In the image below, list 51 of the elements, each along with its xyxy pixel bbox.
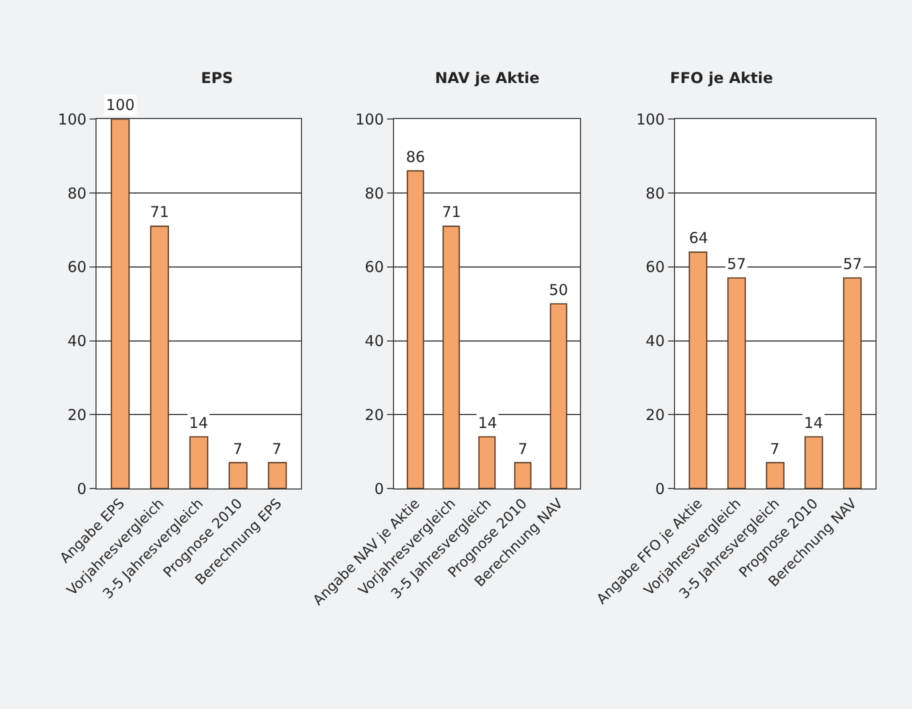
y-tick-label: 80 [67, 184, 87, 202]
data-label: 100 [106, 96, 135, 114]
chart-title: NAV je Aktie [435, 69, 540, 87]
data-label: 7 [272, 440, 282, 458]
y-tick-label: 40 [646, 332, 665, 350]
chart-title: FFO je Aktie [670, 69, 774, 87]
bar [843, 277, 862, 489]
y-tick-label: 0 [374, 480, 384, 498]
data-label: 14 [478, 414, 498, 432]
bar [150, 226, 169, 489]
data-label: 86 [406, 148, 426, 166]
chart-title: EPS [201, 69, 234, 87]
y-tick-label: 100 [58, 110, 87, 128]
y-tick-label: 40 [67, 332, 87, 350]
bar [550, 303, 568, 489]
data-label: 14 [804, 414, 824, 432]
y-tick-label: 100 [636, 110, 665, 128]
y-tick-label: 0 [655, 480, 665, 498]
bar [110, 119, 130, 489]
y-tick-label: 60 [364, 258, 384, 276]
y-tick-label: 0 [77, 480, 87, 498]
data-label: 7 [770, 440, 780, 458]
bar [189, 436, 208, 489]
y-tick-label: 60 [646, 258, 665, 276]
bar [727, 277, 746, 489]
data-label: 50 [549, 281, 568, 299]
y-tick-label: 60 [67, 258, 87, 276]
bar [688, 252, 708, 489]
y-tick-label: 20 [646, 406, 665, 424]
bar [514, 462, 532, 489]
bar [442, 226, 460, 489]
bar [228, 462, 248, 489]
y-tick-label: 40 [364, 332, 384, 350]
y-tick-label: 80 [646, 184, 665, 202]
y-tick-label: 80 [364, 184, 384, 202]
data-label: 7 [518, 440, 528, 458]
y-tick-label: 100 [355, 110, 384, 128]
data-label: 57 [843, 255, 862, 273]
bar [478, 436, 496, 489]
bar [268, 462, 287, 489]
data-label: 57 [727, 255, 746, 273]
data-label: 71 [150, 203, 170, 221]
data-label: 7 [233, 440, 243, 458]
data-label: 64 [689, 229, 708, 247]
data-label: 14 [189, 414, 208, 432]
data-label: 71 [442, 203, 462, 221]
bar [804, 436, 824, 489]
y-tick-label: 20 [364, 406, 384, 424]
y-tick-label: 20 [67, 406, 87, 424]
bar [406, 170, 424, 489]
bar [766, 462, 784, 489]
